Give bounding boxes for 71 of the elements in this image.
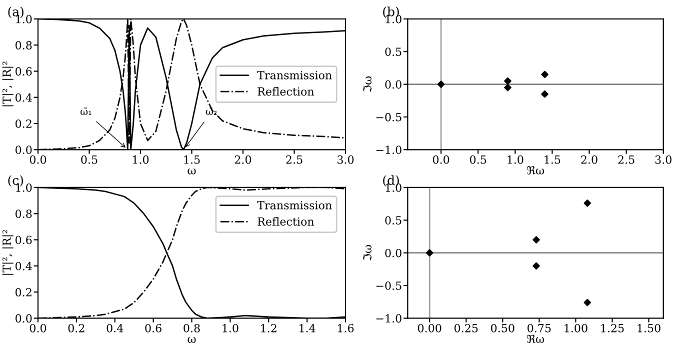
point (541, 90, 548, 98)
x-tick-label: 1.50 (638, 324, 660, 332)
point (504, 77, 512, 85)
x-tick-label: 0.8 (184, 324, 200, 332)
x-tick-label: 1.25 (601, 324, 624, 332)
x-tick-label: 0.2 (68, 324, 84, 332)
legend-label: Transmission (257, 71, 332, 80)
y-tick-label: 0.0 (16, 146, 32, 154)
x-tick-label: 0.5 (470, 155, 486, 164)
y-tick-label: 0.6 (16, 67, 32, 76)
y-tick-label: 0.0 (16, 314, 32, 323)
y-axis-title: |T|², |R|² (2, 230, 14, 275)
y-tick-label: 0.0 (385, 80, 402, 89)
y-tick-label: 0.8 (16, 41, 32, 50)
x-tick-label: 1.4 (300, 324, 316, 332)
x-axis-title: ℜω (526, 334, 544, 344)
y-tick-label: −1.0 (376, 146, 402, 154)
annotation: ω̄₁ (80, 108, 92, 115)
x-tick-label: 0.0 (432, 155, 450, 164)
y-tick-label: 0.2 (16, 119, 32, 128)
x-tick-label: 1.2 (261, 324, 276, 332)
legend-label: Reflection (258, 87, 314, 96)
x-tick-label: 1.5 (184, 155, 200, 164)
y-axis-title: ℑω (363, 244, 372, 261)
point (532, 236, 540, 244)
y-axis-title: |T|², |R|² (2, 62, 14, 106)
y-tick-label: 0.8 (16, 210, 32, 218)
x-tick-label: 2.0 (581, 155, 598, 164)
x-tick-label: 1.00 (564, 324, 588, 332)
y-tick-label: 0.2 (16, 288, 32, 296)
x-axis-title: ω (188, 168, 196, 174)
x-tick-label: 0.0 (30, 155, 46, 164)
point (532, 262, 540, 270)
y-tick-label: 0.4 (16, 93, 32, 102)
y-tick-label: −0.5 (376, 112, 402, 122)
point (437, 80, 445, 88)
x-tick-label: 0.75 (528, 324, 551, 332)
y-tick-label: 0.0 (385, 248, 402, 258)
y-tick-label: −1.0 (376, 314, 402, 323)
point (426, 249, 434, 256)
y-tick-label: 0.4 (16, 262, 32, 270)
x-tick-label: 1.0 (508, 155, 524, 164)
x-tick-label: 2.0 (234, 155, 252, 164)
x-tick-label: 0.6 (145, 324, 162, 332)
x-tick-label: 0.5 (81, 155, 98, 164)
x-axis-title: ℜω (526, 166, 544, 175)
point (584, 200, 592, 207)
x-axis-title: ω (188, 337, 196, 343)
x-tick-label: 0.0 (30, 324, 46, 332)
x-tick-label: 0.4 (106, 324, 124, 332)
y-tick-label: 0.5 (385, 48, 402, 56)
x-tick-label: 1.0 (222, 324, 238, 332)
x-tick-label: 1.6 (338, 324, 354, 332)
x-tick-label: 0.00 (418, 324, 442, 332)
y-axis-title: ℑω (363, 76, 372, 92)
x-tick-label: 3.0 (655, 155, 672, 164)
y-tick-label: 0.5 (385, 216, 402, 225)
legend-label: Transmission (257, 201, 332, 210)
x-tick-label: 2.5 (618, 155, 634, 164)
point (541, 70, 548, 78)
point (584, 298, 592, 306)
x-tick-label: 2.5 (286, 155, 302, 164)
x-tick-label: 1.0 (133, 155, 149, 164)
x-tick-label: 0.25 (454, 324, 478, 332)
x-tick-label: 1.5 (544, 155, 560, 164)
x-tick-label: 0.50 (491, 324, 514, 332)
point (504, 84, 512, 92)
x-tick-label: 3.0 (338, 155, 354, 164)
y-tick-label: 0.6 (16, 236, 32, 244)
y-tick-label: −0.5 (376, 281, 402, 290)
legend-label: Reflection (258, 217, 314, 226)
